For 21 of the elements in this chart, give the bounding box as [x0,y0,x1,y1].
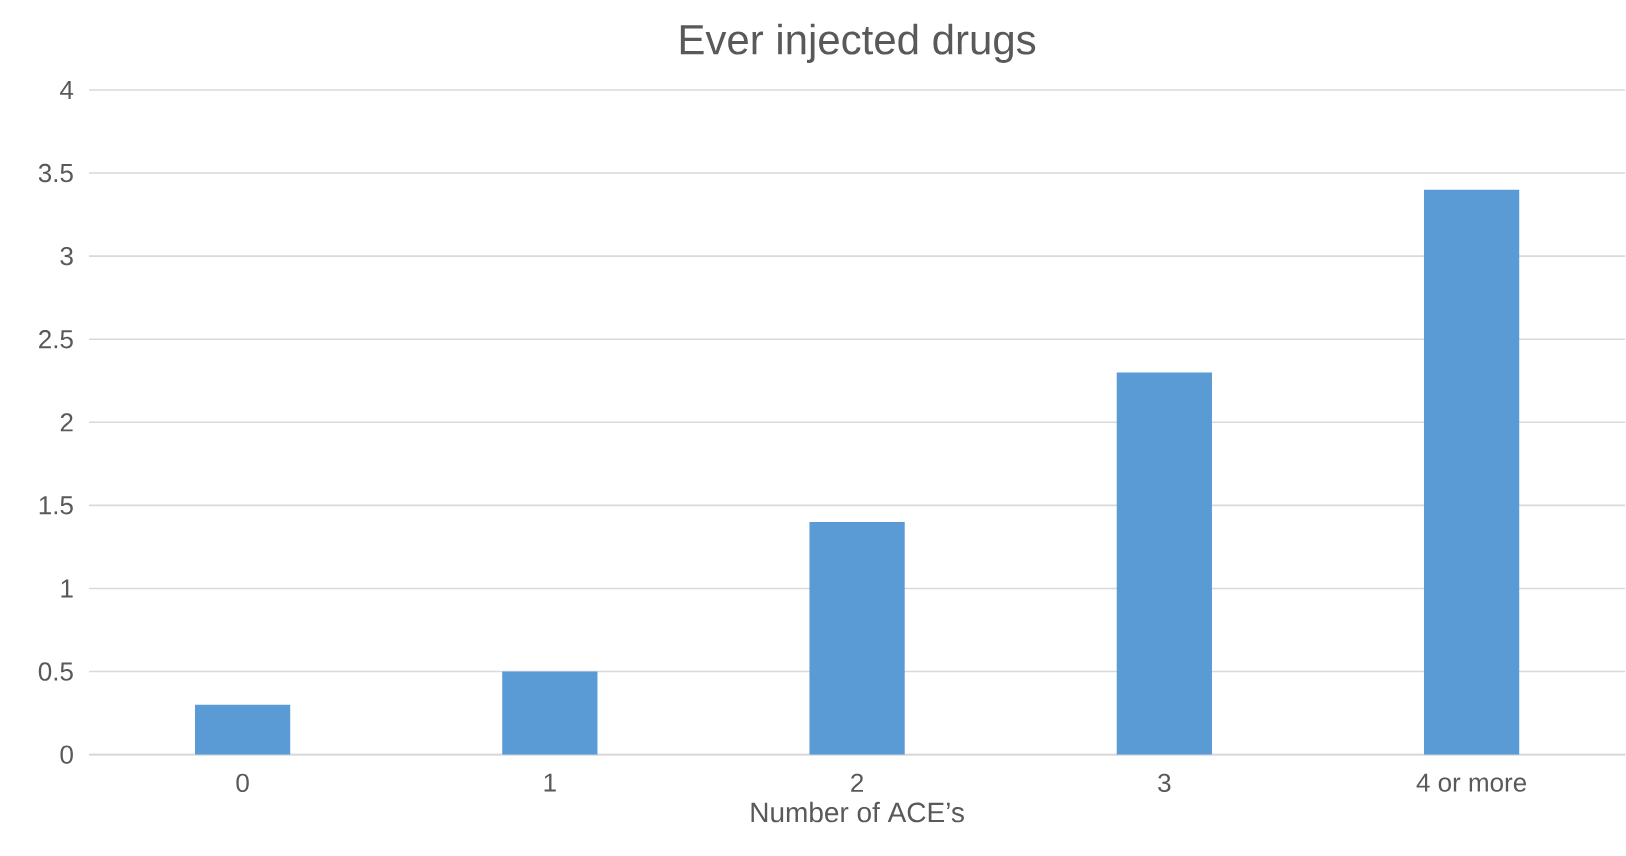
chart-title: Ever injected drugs [680,23,1036,64]
x-axis-title: Number of ACE’s [751,802,964,823]
x-tick-label: 1 [544,773,556,792]
bar [194,704,291,755]
y-tick-label: 2.5 [39,330,73,349]
bar [809,522,905,755]
y-tick-label: 1.5 [39,496,73,515]
x-tick-label: 0 [236,773,249,793]
bar [502,671,598,755]
y-tick-label: 3.5 [38,164,73,183]
x-tick-label: 4 or more [1416,773,1527,793]
y-tick-label: 0 [60,745,73,765]
bar [1423,189,1520,755]
x-tick-label: 2 [851,773,863,793]
y-tick-label: 3 [60,247,73,266]
y-tick-label: 1 [61,579,73,598]
y-tick-label: 4 [60,81,74,100]
x-tick-label: 3 [1158,773,1171,793]
bar [1116,372,1212,755]
y-tick-label: 0.5 [38,662,73,681]
y-tick-label: 2 [60,413,73,432]
